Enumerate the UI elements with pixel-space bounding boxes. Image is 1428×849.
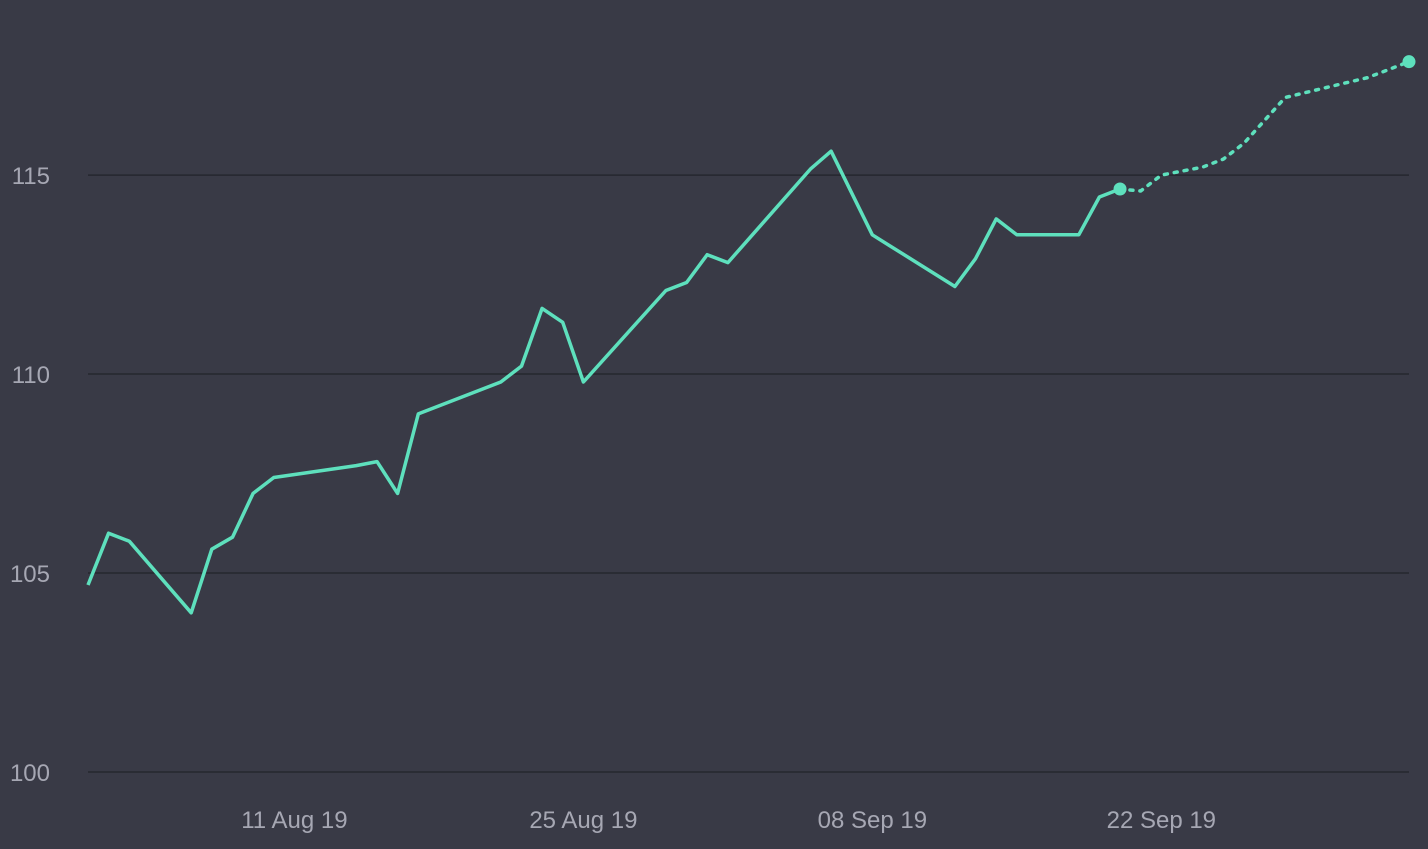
x-tick-label: 11 Aug 19	[241, 807, 347, 834]
x-tick-label: 08 Sep 19	[818, 807, 927, 834]
gridlines	[88, 174, 1409, 773]
y-tick-label: 110	[12, 362, 50, 389]
history-line	[86, 149, 1121, 615]
series-group	[86, 55, 1416, 615]
x-tick-label: 22 Sep 19	[1107, 807, 1216, 834]
y-axis-ticks: 100 105 110 115	[10, 163, 50, 787]
y-tick-label: 115	[12, 163, 50, 190]
y-tick-label: 105	[10, 561, 50, 588]
forecast-end-point	[1402, 55, 1416, 69]
x-axis-ticks: 11 Aug 19 25 Aug 19 08 Sep 19 22 Sep 19	[241, 807, 1216, 834]
forecast-line	[1118, 59, 1411, 193]
x-tick-label: 25 Aug 19	[529, 807, 637, 834]
y-tick-label: 100	[10, 760, 50, 787]
